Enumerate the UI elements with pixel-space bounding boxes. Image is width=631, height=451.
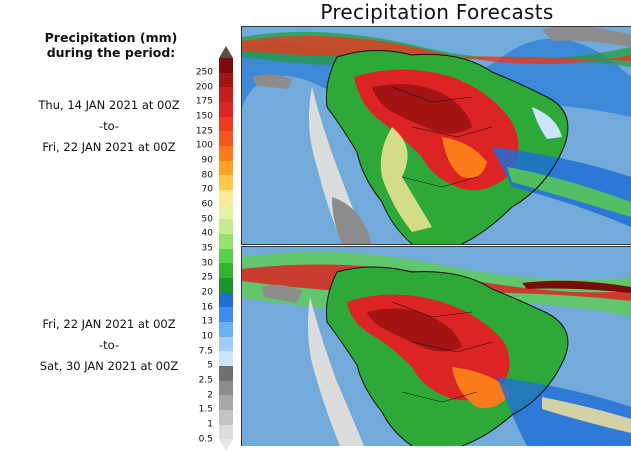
- scale-label: 2.5: [198, 375, 213, 386]
- scale-swatch: [219, 322, 233, 337]
- scale-label: 100: [195, 140, 213, 151]
- scale-swatch: [219, 234, 233, 249]
- period-1-start: Thu, 14 JAN 2021 at 00Z: [38, 98, 180, 112]
- scale-label: 2: [207, 390, 213, 401]
- scale-label: 200: [195, 81, 213, 92]
- period-1-separator: -to-: [98, 119, 120, 133]
- page-title: Precipitation Forecasts: [320, 0, 554, 24]
- scale-label: 25: [201, 272, 213, 283]
- scale-swatch: [219, 87, 233, 103]
- scale-swatch: [219, 131, 233, 147]
- scale-label: 250: [195, 67, 213, 78]
- scale-swatch: [219, 336, 233, 352]
- scale-label: 20: [201, 287, 213, 298]
- scale-swatch: [219, 219, 233, 235]
- scale-swatch: [219, 72, 233, 88]
- precip-map-period-1: [241, 26, 631, 245]
- scale-label: 175: [195, 96, 213, 107]
- scale-label: 13: [201, 316, 213, 327]
- scale-swatch: [219, 58, 233, 73]
- scale-label: 0.5: [198, 434, 213, 445]
- scale-swatch: [219, 366, 233, 381]
- scale-label: 40: [201, 228, 213, 239]
- period-1-label: Thu, 14 JAN 2021 at 00Z -to- Fri, 22 JAN…: [0, 95, 218, 158]
- scale-label: 1: [207, 419, 213, 430]
- scale-swatch: [219, 424, 233, 440]
- scale-label: 80: [201, 170, 213, 181]
- scale-label: 150: [195, 111, 213, 122]
- period-2-separator: -to-: [98, 338, 120, 352]
- scale-label: 125: [195, 125, 213, 136]
- scale-label: 90: [201, 155, 213, 166]
- period-2-label: Fri, 22 JAN 2021 at 00Z -to- Sat, 30 JAN…: [0, 314, 218, 377]
- period-2-end: Sat, 30 JAN 2021 at 00Z: [39, 359, 179, 373]
- scale-label: 70: [201, 184, 213, 195]
- scale-label: 16: [201, 302, 213, 313]
- scale-label: 30: [201, 258, 213, 269]
- scale-min-arrow: [219, 439, 233, 451]
- scale-label: 7.5: [198, 346, 213, 357]
- scale-swatch: [219, 102, 233, 117]
- color-scale-labels: 250 200 175 150 125 100 90 80 70 60 50 40 35 30 25 20 16…: [194, 58, 213, 444]
- scale-swatch: [219, 351, 233, 367]
- scale-swatch: [219, 146, 233, 161]
- legend-title-line2: during the period:: [46, 45, 176, 60]
- color-scale: 250 200 175 150 125 100 90 80 70 60 50 40 35 30 25 20 16…: [194, 46, 240, 451]
- period-1-end: Fri, 22 JAN 2021 at 00Z: [42, 140, 176, 154]
- scale-swatch: [219, 410, 233, 425]
- scale-swatch: [219, 278, 233, 293]
- scale-swatch: [219, 190, 233, 205]
- scale-swatch: [219, 263, 233, 279]
- scale-label: 5: [207, 360, 213, 371]
- scale-label: 35: [201, 243, 213, 254]
- scale-swatch: [219, 116, 233, 132]
- scale-label: 1.5: [198, 404, 213, 415]
- color-scale-bar: [219, 46, 233, 451]
- scale-swatch: [219, 395, 233, 411]
- scale-swatch: [219, 248, 233, 264]
- scale-swatch: [219, 175, 233, 191]
- legend-title: Precipitation (mm) during the period:: [0, 30, 222, 60]
- legend-title-line1: Precipitation (mm): [44, 30, 178, 45]
- scale-swatch: [219, 292, 233, 308]
- scale-max-arrow: [219, 46, 233, 58]
- precip-map-period-2: [241, 246, 631, 446]
- scale-label: 60: [201, 199, 213, 210]
- scale-swatch: [219, 307, 233, 323]
- scale-swatch: [219, 380, 233, 396]
- scale-label: 10: [201, 331, 213, 342]
- scale-swatch: [219, 160, 233, 176]
- period-2-start: Fri, 22 JAN 2021 at 00Z: [42, 317, 176, 331]
- scale-label: 50: [201, 214, 213, 225]
- scale-swatch: [219, 204, 233, 220]
